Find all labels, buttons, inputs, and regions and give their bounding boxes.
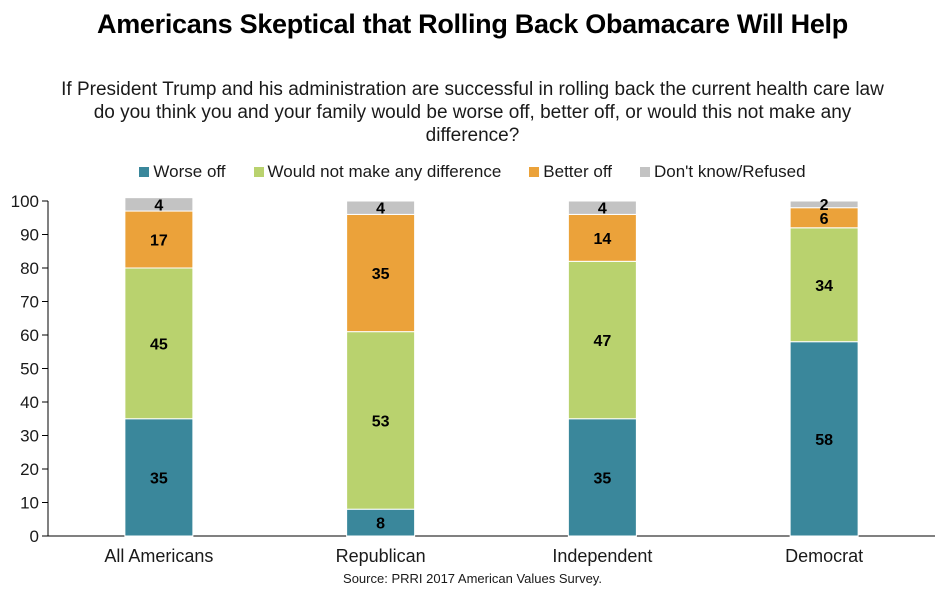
y-tick-label: 30 [20, 427, 39, 446]
data-label: 45 [150, 336, 168, 353]
data-label: 8 [376, 516, 385, 533]
y-tick-label: 80 [20, 259, 39, 278]
y-tick-label: 90 [20, 226, 39, 245]
y-tick-label: 100 [11, 192, 39, 211]
bar-segment-worse-off [567, 418, 637, 537]
y-tick-label: 40 [20, 393, 39, 412]
data-label: 35 [150, 470, 168, 487]
y-tick-label: 10 [20, 494, 39, 513]
y-tick-label: 70 [20, 293, 39, 312]
x-tick-label: Democrat [785, 546, 863, 566]
y-tick-label: 20 [20, 460, 39, 479]
y-tick-label: 0 [30, 527, 39, 546]
data-label: 47 [593, 333, 611, 350]
bar-segment-worse-off [346, 508, 416, 537]
bar-segment-would-not-make-any-difference [124, 267, 194, 420]
y-tick-label: 60 [20, 326, 39, 345]
data-label: 35 [372, 266, 390, 283]
y-tick-label: 50 [20, 360, 39, 379]
legend-item: Better off [529, 162, 612, 182]
bar-segment-would-not-make-any-difference [567, 260, 637, 420]
chart-subtitle: If President Trump and his administratio… [61, 79, 884, 146]
data-label: 6 [820, 211, 829, 228]
data-label: 2 [820, 197, 829, 214]
data-label: 14 [593, 231, 611, 248]
data-label: 53 [372, 413, 390, 430]
legend-label: Better off [543, 162, 612, 181]
data-label: 4 [376, 201, 385, 218]
bar-segment-better-off [124, 210, 194, 269]
legend-swatch [529, 167, 540, 177]
legend: Worse off Would not make any difference Be… [0, 161, 945, 183]
legend-swatch [639, 167, 650, 177]
source-note: Source: PRRI 2017 American Values Survey… [343, 571, 602, 586]
legend-label: Worse off [153, 162, 226, 181]
legend-label: Don't know/Refused [653, 162, 806, 181]
data-label: 34 [815, 278, 833, 295]
bar-segment-would-not-make-any-difference [789, 227, 859, 343]
bar-segment-better-off [346, 213, 416, 333]
legend-swatch [253, 167, 264, 177]
legend-item: Worse off [139, 162, 226, 182]
x-tick-label: All Americans [104, 546, 213, 566]
data-label: 35 [593, 470, 611, 487]
x-tick-label: Republican [336, 546, 426, 566]
bar-segment-don-t-know-refused [567, 200, 637, 215]
bar-segment-don-t-know-refused [124, 197, 194, 212]
chart-title: Americans Skeptical that Rolling Back Ob… [97, 9, 848, 39]
legend-swatch [139, 167, 150, 177]
legend-item: Don't know/Refused [639, 162, 806, 182]
bar-segment-don-t-know-refused [346, 200, 416, 215]
data-label: 58 [815, 432, 833, 449]
data-label: 17 [150, 233, 168, 250]
bar-segment-better-off [567, 213, 637, 262]
data-label: 4 [598, 201, 607, 218]
x-tick-label: Independent [552, 546, 652, 566]
bar-segment-don-t-know-refused [789, 200, 859, 209]
bar-segment-would-not-make-any-difference [346, 331, 416, 510]
bar-segment-worse-off [789, 341, 859, 537]
bar-segment-worse-off [124, 418, 194, 537]
legend-label: Would not make any difference [267, 162, 502, 181]
legend-item: Would not make any difference [253, 162, 502, 182]
data-label: 4 [154, 197, 163, 214]
